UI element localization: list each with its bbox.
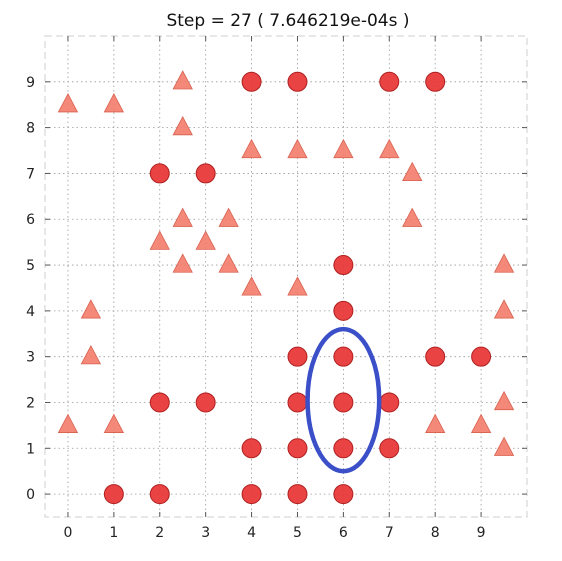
y-tick-label: 2	[26, 395, 35, 411]
triangle-point	[426, 415, 445, 433]
circle-point	[380, 393, 399, 412]
circle-point	[196, 393, 215, 412]
triangle-point	[173, 117, 192, 135]
circle-point	[426, 72, 445, 91]
triangle-point	[495, 300, 514, 318]
triangle-point	[380, 140, 399, 158]
y-tick-label: 7	[26, 166, 35, 182]
data-marks	[58, 71, 513, 504]
triangle-point	[219, 208, 238, 226]
triangle-point	[58, 415, 77, 433]
triangle-point	[242, 277, 261, 295]
triangle-point	[173, 254, 192, 272]
triangle-point	[173, 208, 192, 226]
circle-point	[288, 347, 307, 366]
circle-point	[472, 347, 491, 366]
x-tick-label: 1	[109, 525, 118, 541]
circle-point	[104, 485, 123, 504]
circle-point	[242, 485, 261, 504]
circle-point	[242, 439, 261, 458]
triangle-point	[104, 94, 123, 112]
triangle-point	[288, 140, 307, 158]
axis-ticks: 0 1 2 3 4 5 6 7 8 9 0 1 2 3 4 5 6 7 8 9	[26, 36, 527, 541]
y-tick-label: 1	[26, 441, 35, 457]
x-tick-label: 2	[155, 525, 164, 541]
circle-point	[288, 72, 307, 91]
y-tick-label: 3	[26, 350, 35, 366]
triangle-point	[58, 94, 77, 112]
circle-point	[150, 164, 169, 183]
x-tick-label: 7	[385, 525, 394, 541]
y-tick-label: 8	[26, 121, 35, 137]
triangle-point	[196, 231, 215, 249]
circle-point	[288, 439, 307, 458]
circle-point	[288, 485, 307, 504]
triangle-point	[288, 277, 307, 295]
x-tick-label: 9	[477, 525, 486, 541]
circle-point	[242, 72, 261, 91]
triangle-point	[104, 415, 123, 433]
triangle-point	[242, 140, 261, 158]
circle-point	[196, 164, 215, 183]
circle-point	[150, 485, 169, 504]
x-tick-label: 8	[431, 525, 440, 541]
triangle-point	[81, 346, 100, 364]
x-tick-label: 4	[247, 525, 256, 541]
y-tick-label: 6	[26, 212, 35, 228]
y-tick-label: 0	[26, 487, 35, 503]
triangle-point	[495, 254, 514, 272]
triangle-point	[495, 437, 514, 455]
x-tick-label: 3	[201, 525, 210, 541]
circle-point	[426, 347, 445, 366]
y-tick-label: 4	[26, 304, 35, 320]
circle-point	[380, 439, 399, 458]
triangle-point	[219, 254, 238, 272]
circle-point	[380, 72, 399, 91]
circle-point	[288, 393, 307, 412]
triangle-point	[173, 71, 192, 89]
circle-point	[334, 301, 353, 320]
triangle-point	[334, 140, 353, 158]
triangle-point	[495, 392, 514, 410]
circle-point	[150, 393, 169, 412]
y-tick-label: 9	[26, 75, 35, 91]
triangle-point	[472, 415, 491, 433]
triangle-point	[403, 163, 422, 181]
x-tick-label: 0	[63, 525, 72, 541]
y-tick-label: 5	[26, 258, 35, 274]
chart-title: Step = 27 ( 7.646219e-04s )	[166, 11, 409, 31]
triangle-point	[81, 300, 100, 318]
circle-point	[334, 485, 353, 504]
circle-point	[334, 347, 353, 366]
x-tick-label: 5	[293, 525, 302, 541]
circle-point	[334, 439, 353, 458]
x-tick-label: 6	[339, 525, 348, 541]
circle-point	[334, 256, 353, 275]
triangle-point	[150, 231, 169, 249]
circle-point	[334, 393, 353, 412]
triangle-point	[403, 208, 422, 226]
